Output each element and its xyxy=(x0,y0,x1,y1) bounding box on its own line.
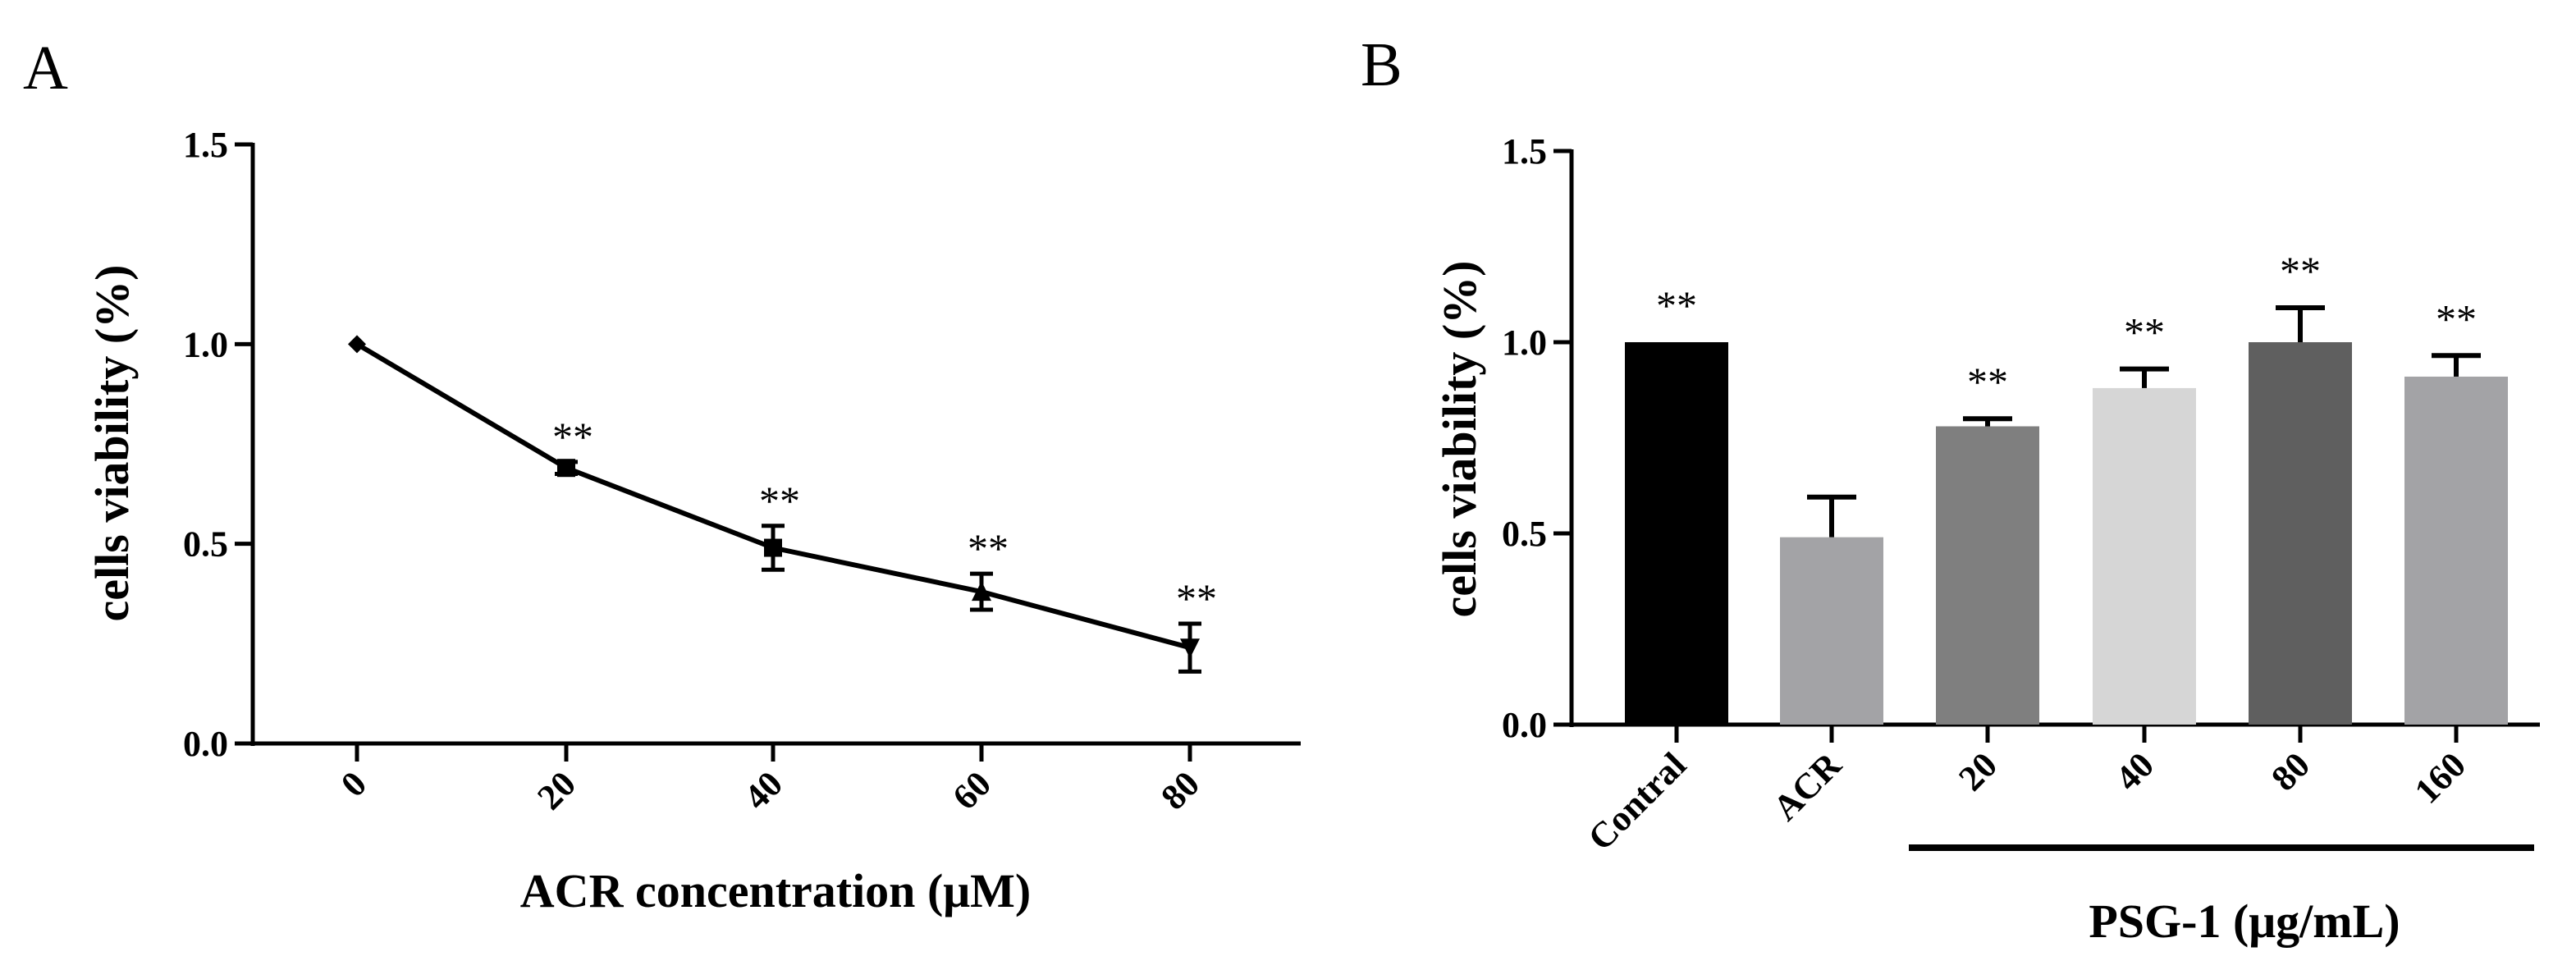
panel-b-x-tick-label: 160 xyxy=(2407,744,2473,811)
panel-b-y-tick-label: 1.5 xyxy=(1502,131,1547,172)
panel-a-point xyxy=(972,581,991,602)
panel-b-ylabel: cells viability (%) xyxy=(1433,261,1486,618)
panel-b-y-ticks: 0.0 0.5 1.0 1.5 xyxy=(1502,131,1572,745)
panel-b-significance: ** xyxy=(2436,295,2477,341)
panel-a-ylabel: cells viability (%) xyxy=(85,265,139,622)
panel-a-y-tick-label: 0.0 xyxy=(183,724,228,764)
panel-a-point xyxy=(764,538,782,557)
panel-a-xlabel: ACR concentration (μM) xyxy=(520,864,1031,917)
panel-b-bars: ** ** ** ** ** xyxy=(1625,248,2508,725)
panel-b-x-ticks: Contral ACR 20 40 80 160 xyxy=(1581,725,2473,858)
panel-a-significance: ** xyxy=(552,414,593,460)
panel-a-x-tick-label: 20 xyxy=(529,763,583,817)
panel-b-letter: B xyxy=(1361,30,1402,99)
panel-a-axes xyxy=(250,143,1301,746)
panel-b-bar xyxy=(2404,376,2508,725)
panel-a-x-tick-label: 60 xyxy=(945,763,999,817)
panel-b-y-tick-label: 0.0 xyxy=(1502,705,1547,745)
panel-a-series: ** ** ** ** xyxy=(348,335,1217,674)
panel-b-significance: ** xyxy=(2280,248,2321,294)
panel-a-x-tick-label: 40 xyxy=(736,763,790,817)
panel-b-significance: ** xyxy=(1967,359,2008,405)
panel-a-significance: ** xyxy=(759,478,800,524)
panel-b-bar xyxy=(1936,426,2039,725)
panel-b-bar xyxy=(1625,342,1728,725)
panel-a-point xyxy=(348,335,366,354)
panel-b-x-tick-label: 20 xyxy=(1951,744,2005,798)
panel-b-x-tick-label: 40 xyxy=(2107,744,2162,798)
panel-b-y-tick-label: 1.0 xyxy=(1502,323,1547,363)
panel-b-y-tick-label: 0.5 xyxy=(1502,514,1547,554)
panel-a-y-tick-label: 0.5 xyxy=(183,524,228,565)
panel-b-x-tick-label: Contral xyxy=(1581,744,1694,858)
panel-a-point xyxy=(1180,638,1200,659)
panel-b-x-tick-label: ACR xyxy=(1765,744,1850,829)
panel-a-x-ticks: 0 20 40 60 80 xyxy=(333,743,1207,817)
panel-a-y-tick-label: 1.0 xyxy=(183,324,228,364)
panel-a-letter: A xyxy=(23,34,68,103)
panel-b-significance: ** xyxy=(2124,309,2165,355)
panel-b-xlabel: PSG-1 (μg/mL) xyxy=(2089,894,2400,948)
panel-b-bar xyxy=(2093,387,2196,725)
panel-b-axes xyxy=(1569,149,2540,727)
panel-a-point xyxy=(557,459,575,478)
panel-a-chart: A 0.0 0.5 1.0 1.5 0 20 40 60 80 ** ** ** ** cells … xyxy=(23,34,1301,917)
panel-b-x-tick-label: 80 xyxy=(2263,744,2317,798)
panel-b-bar xyxy=(2249,342,2352,725)
panel-a-x-tick-label: 80 xyxy=(1153,763,1207,817)
panel-b-bar xyxy=(1780,537,1883,725)
panel-b-significance: ** xyxy=(1656,282,1697,328)
panel-a-y-tick-label: 1.5 xyxy=(183,125,228,165)
panel-a-significance: ** xyxy=(1176,575,1217,621)
panel-a-significance: ** xyxy=(968,525,1009,571)
panel-a-y-ticks: 0.0 0.5 1.0 1.5 xyxy=(183,125,253,764)
panel-b-chart: B 0.0 0.5 1.0 1.5 ** ** ** ** ** Contral ACR 20 40… xyxy=(1361,30,2540,948)
panel-a-x-tick-label: 0 xyxy=(333,763,374,804)
